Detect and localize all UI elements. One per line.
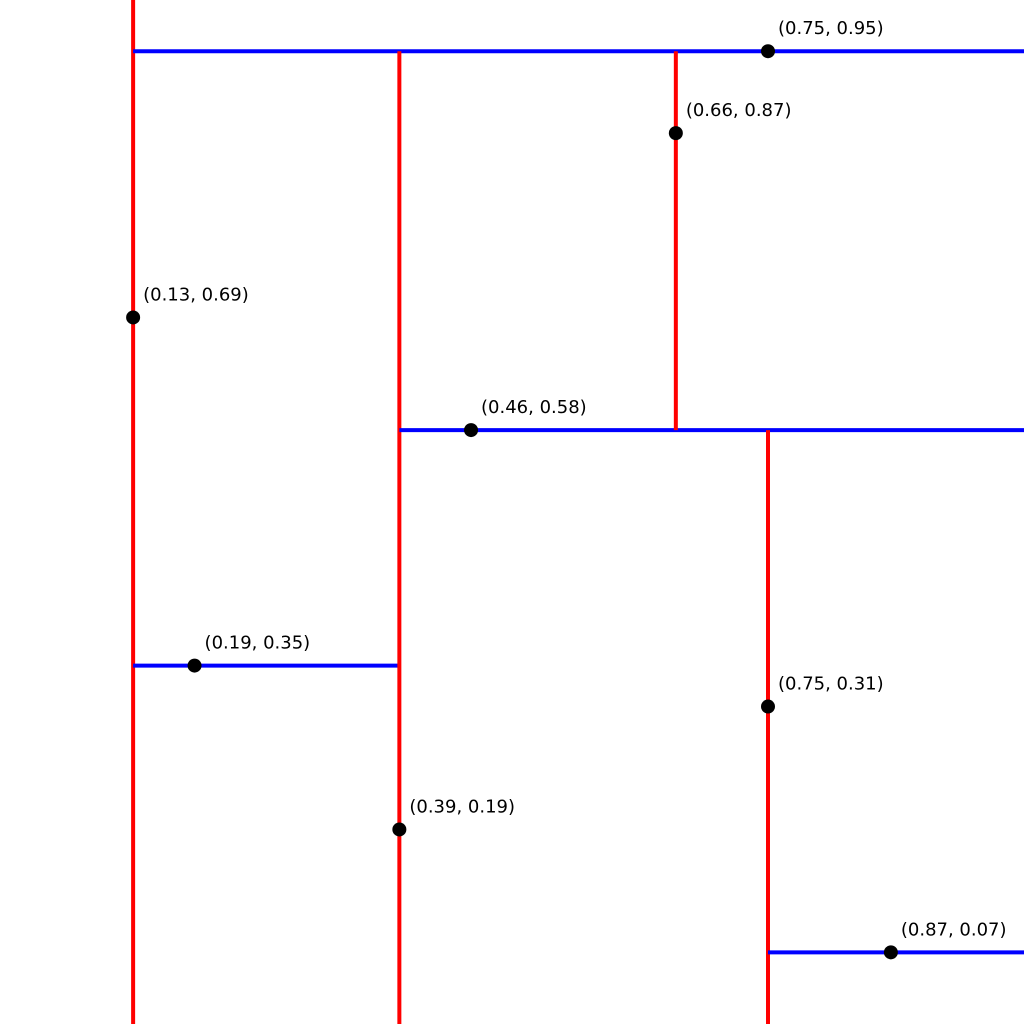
point-marker-p2 <box>761 44 775 59</box>
point-marker-p1 <box>126 310 141 325</box>
point-labels: (0.13, 0.69) (0.75, 0.95) (0.19, 0.35) (0.3… <box>143 18 1006 940</box>
split-lines <box>131 0 1024 1024</box>
point-label-p2: (0.75, 0.95) <box>778 18 884 39</box>
point-marker-p4 <box>392 822 407 837</box>
point-label-p1: (0.13, 0.69) <box>143 284 249 305</box>
point-marker-p3 <box>187 658 202 673</box>
point-marker-p5 <box>464 423 479 438</box>
point-markers <box>126 44 898 960</box>
point-label-p6: (0.66, 0.87) <box>686 100 792 121</box>
point-marker-p8 <box>883 945 898 960</box>
point-marker-p6 <box>668 126 683 141</box>
point-label-p3: (0.19, 0.35) <box>205 633 311 654</box>
point-label-p4: (0.39, 0.19) <box>409 796 515 817</box>
point-label-p8: (0.87, 0.07) <box>901 919 1007 940</box>
point-label-p7: (0.75, 0.31) <box>778 674 884 695</box>
point-marker-p7 <box>761 699 775 714</box>
point-label-p5: (0.46, 0.58) <box>481 397 587 418</box>
